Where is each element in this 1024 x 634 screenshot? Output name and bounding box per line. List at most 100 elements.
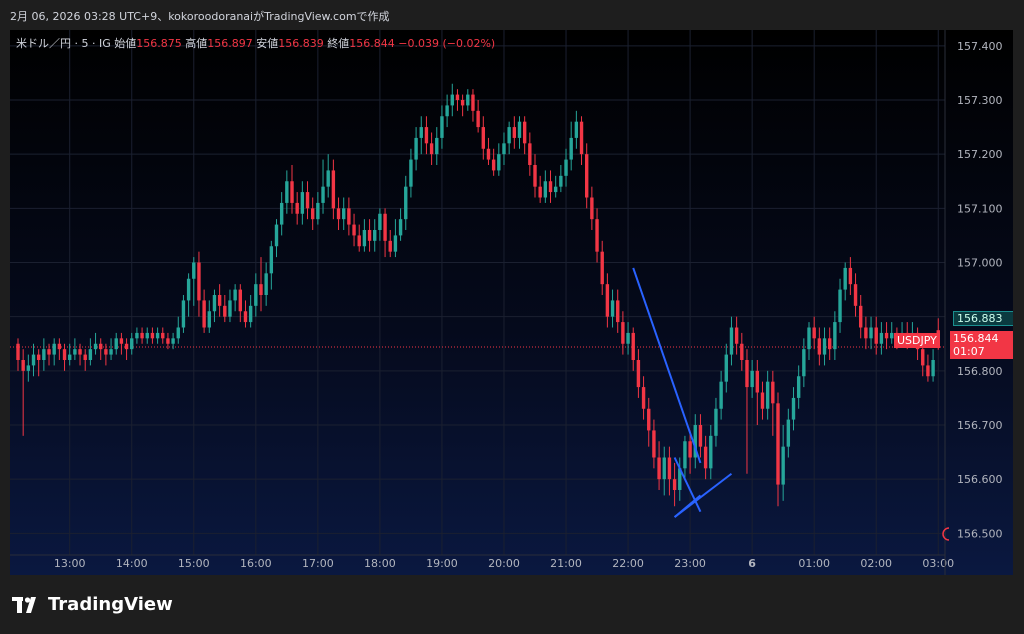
candle-body xyxy=(450,94,454,106)
candle-body xyxy=(228,300,232,317)
candle-body xyxy=(626,332,630,344)
candle-body xyxy=(248,305,253,323)
candle-body xyxy=(166,338,170,344)
candle-body xyxy=(512,127,517,138)
candle-body xyxy=(404,186,408,220)
candle-body xyxy=(755,370,760,393)
candle-body xyxy=(326,170,330,187)
candle-body xyxy=(342,208,346,220)
candle-body xyxy=(62,349,67,360)
symbol-tag-label: USDJPY xyxy=(897,334,937,347)
candle-body xyxy=(605,284,610,317)
candle-body xyxy=(574,121,579,138)
candle-body xyxy=(507,127,511,144)
candle-body xyxy=(264,273,268,295)
candle-body xyxy=(119,338,124,344)
candle-body xyxy=(750,370,754,388)
candle-body xyxy=(698,425,703,447)
candle-body xyxy=(140,332,144,339)
candle-body xyxy=(52,343,56,355)
ohlc-legend: 米ドル／円 · 5 · IG 始値156.875 高値156.897 安値156… xyxy=(16,35,495,51)
candle-body xyxy=(357,235,361,247)
x-tick-label: 15:00 xyxy=(178,557,210,570)
candle-body xyxy=(662,457,666,480)
candle-body xyxy=(636,360,641,388)
candle-body xyxy=(657,457,661,480)
candle-body xyxy=(926,365,930,377)
candle-body xyxy=(502,143,506,155)
candle-body xyxy=(104,349,108,355)
candle-body xyxy=(471,94,475,111)
candle-body xyxy=(373,230,377,241)
candle-body xyxy=(709,435,713,469)
candle-body xyxy=(331,170,336,209)
symbol-tag: USDJPY xyxy=(894,333,940,348)
candle-body xyxy=(26,365,31,371)
candlestick-chart[interactable]: 157.400157.300157.200157.100157.000156.9… xyxy=(10,30,1013,575)
y-tick-label: 156.500 xyxy=(957,527,1003,540)
candle-body xyxy=(31,354,36,366)
x-tick-label: 16:00 xyxy=(240,557,272,570)
candle-body xyxy=(88,349,93,360)
candle-body xyxy=(93,343,98,350)
candle-body xyxy=(68,354,72,360)
candle-body xyxy=(445,105,449,117)
high-label: 高値 xyxy=(185,37,208,50)
open-label: 始値 xyxy=(114,37,137,50)
symbol-label: 米ドル／円 · 5 · IG xyxy=(16,37,111,50)
candle-body xyxy=(481,127,485,149)
candle-body xyxy=(517,121,522,138)
candle-body xyxy=(890,332,894,339)
candle-body xyxy=(864,327,868,339)
candle-body xyxy=(812,327,816,339)
candle-body xyxy=(321,186,325,203)
candle-body xyxy=(460,100,465,106)
candle-body xyxy=(491,159,496,171)
candle-body xyxy=(414,137,418,160)
candle-body xyxy=(259,284,263,295)
candle-body xyxy=(647,408,651,431)
candle-body xyxy=(388,240,392,252)
candle-body xyxy=(233,289,237,301)
candle-body xyxy=(212,295,217,312)
candle-body xyxy=(595,219,599,252)
bid-price: 156.883 xyxy=(957,312,1003,325)
candle-body xyxy=(279,202,284,225)
candle-body xyxy=(424,127,429,144)
candle-body xyxy=(802,349,806,377)
candle-body xyxy=(616,300,620,323)
candle-body xyxy=(362,230,367,247)
chart-pane[interactable]: 157.400157.300157.200157.100157.000156.9… xyxy=(10,30,1013,575)
candle-body xyxy=(719,381,723,409)
candle-body xyxy=(305,192,310,209)
candle-body xyxy=(688,441,692,458)
candle-body xyxy=(817,338,822,355)
low-value: 156.839 xyxy=(278,37,324,50)
candle-body xyxy=(796,376,801,398)
candle-body xyxy=(347,208,351,225)
candle-body xyxy=(745,360,749,388)
candle-body xyxy=(931,360,935,377)
candle-body xyxy=(678,468,682,490)
trend-line-drawing xyxy=(673,472,733,518)
x-tick-label: 03:00 xyxy=(922,557,954,570)
y-tick-label: 156.800 xyxy=(957,365,1003,378)
x-tick-label: 22:00 xyxy=(612,557,644,570)
x-tick-label: 02:00 xyxy=(860,557,892,570)
tradingview-logo[interactable]: TradingView xyxy=(12,594,173,615)
candle-body xyxy=(398,219,403,236)
candle-body xyxy=(672,479,677,490)
candle-body xyxy=(833,322,837,350)
candle-body xyxy=(290,181,294,203)
candle-body xyxy=(114,338,118,350)
candle-body xyxy=(522,121,527,144)
candle-body xyxy=(760,392,765,409)
candle-body xyxy=(786,419,791,447)
candle-body xyxy=(336,208,341,220)
y-tick-label: 157.000 xyxy=(957,257,1003,270)
x-tick-label: 19:00 xyxy=(426,557,458,570)
candle-body xyxy=(155,332,160,339)
candle-body xyxy=(238,289,243,312)
candle-body xyxy=(310,208,315,220)
candle-body xyxy=(217,295,222,306)
